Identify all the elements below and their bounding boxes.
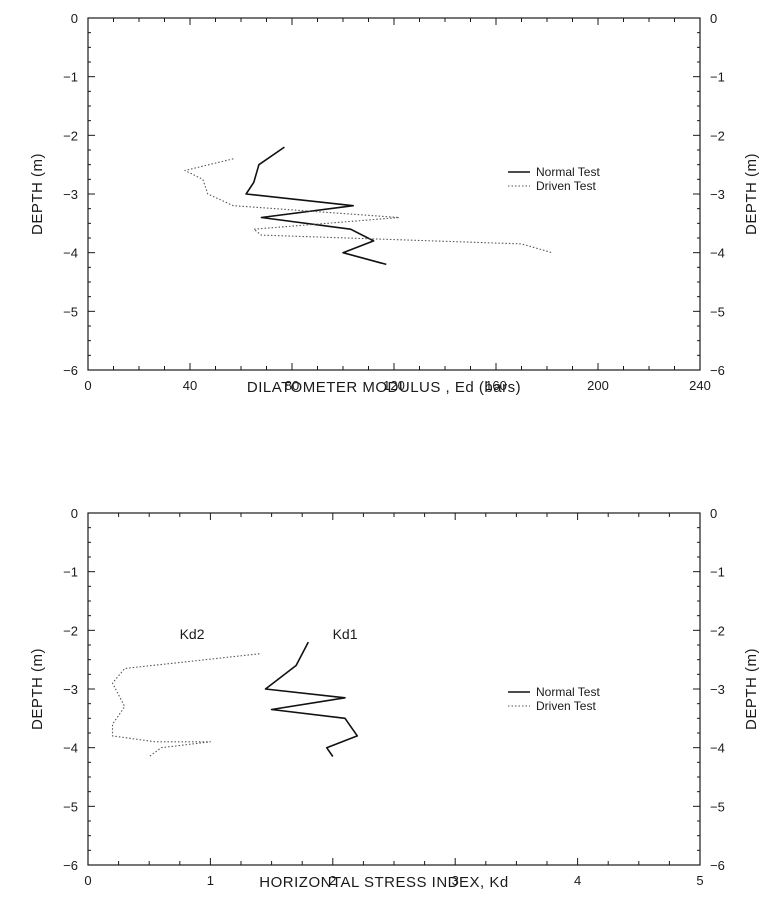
y-tick-label: −1 (63, 70, 78, 85)
y-tick-label: −5 (63, 304, 78, 319)
y-tick-label-right: −5 (710, 799, 725, 814)
series-line-normal-test (264, 641, 359, 757)
y-tick-label: −2 (63, 623, 78, 638)
x-tick-label: 2 (329, 873, 336, 888)
legend-label: Normal Test (536, 165, 600, 179)
y-axis-title: DEPTH (m) (29, 648, 46, 730)
x-tick-label: 40 (183, 378, 197, 393)
y-tick-label-right: −3 (710, 187, 725, 202)
y-axis-title: DEPTH (m) (29, 153, 46, 235)
x-tick-label: 120 (383, 378, 405, 393)
y-axis-title-right: DEPTH (m) (743, 153, 760, 235)
y-tick-label: 0 (71, 506, 78, 521)
y-tick-label-right: −6 (710, 858, 725, 873)
x-tick-label: 240 (689, 378, 711, 393)
y-tick-label-right: 0 (710, 11, 717, 26)
y-tick-label: −6 (63, 363, 78, 378)
y-tick-label: −4 (63, 246, 78, 261)
y-tick-label-right: −3 (710, 682, 725, 697)
x-axis-title: DILATOMETER MODULUS , Ed (bars) (247, 379, 521, 396)
x-tick-label: 5 (696, 873, 703, 888)
x-tick-label: 3 (452, 873, 459, 888)
x-tick-label: 4 (574, 873, 581, 888)
y-tick-label-right: −1 (710, 70, 725, 85)
y-tick-label: −6 (63, 858, 78, 873)
y-tick-label-right: −1 (710, 565, 725, 580)
plot-frame (87, 17, 701, 371)
x-tick-label: 200 (587, 378, 609, 393)
annotation-label: Kd1 (333, 626, 358, 642)
x-tick-label: 0 (84, 873, 91, 888)
legend-label: Driven Test (536, 699, 596, 713)
x-tick-label: 0 (84, 378, 91, 393)
x-axis-title: HORIZONTAL STRESS INDEX, Kd (259, 874, 508, 891)
annotation-label: Kd2 (180, 626, 205, 642)
plot-frame (87, 512, 701, 866)
y-tick-label: −3 (63, 187, 78, 202)
x-tick-label: 1 (207, 873, 214, 888)
chart-1: 0 40 80 120 160 200 240 0 0 −1 −1 −2 −2 −3 −3 −4 −4 −5 −5 −… (29, 11, 760, 396)
y-tick-label-right: −4 (710, 741, 725, 756)
y-tick-label: 0 (71, 11, 78, 26)
y-axis-title-right: DEPTH (m) (743, 648, 760, 730)
y-tick-label-right: 0 (710, 506, 717, 521)
y-tick-label: −3 (63, 682, 78, 697)
y-tick-label: −1 (63, 565, 78, 580)
legend-label: Normal Test (536, 685, 600, 699)
x-tick-label: 80 (285, 378, 299, 393)
y-tick-label-right: −4 (710, 246, 725, 261)
y-tick-label-right: −2 (710, 623, 725, 638)
series-line-driven-test (184, 158, 553, 254)
y-tick-label: −5 (63, 799, 78, 814)
y-tick-label: −2 (63, 128, 78, 143)
y-tick-label: −4 (63, 741, 78, 756)
chart-2: 0 1 2 3 4 5 0 0 −1 −1 −2 −2 −3 −3 −4 −4 −5 −5 −6 −6 HORIZONT… (29, 506, 760, 891)
y-tick-label-right: −6 (710, 363, 725, 378)
series-line-driven-test (111, 653, 260, 757)
y-tick-label-right: −2 (710, 128, 725, 143)
x-tick-label: 160 (485, 378, 507, 393)
legend-label: Driven Test (536, 179, 596, 193)
y-tick-label-right: −5 (710, 304, 725, 319)
series-line-normal-test (245, 146, 387, 266)
